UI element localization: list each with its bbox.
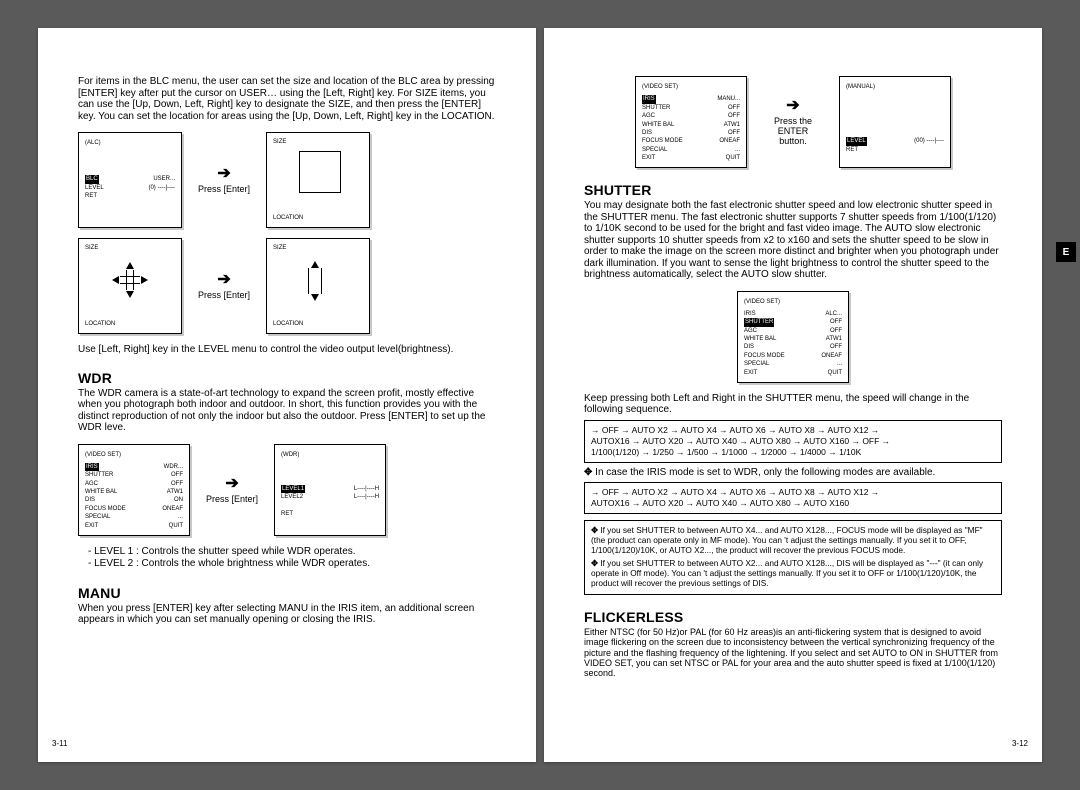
wdr-text: The WDR camera is a state-of-art technol… [78, 388, 496, 434]
page-left: For items in the BLC menu, the user can … [38, 28, 536, 762]
sequence-box-1: → OFF → AUTO X2 → AUTO X4 → AUTO X6 → AU… [584, 420, 1002, 463]
arrow-right-icon: ➔ [225, 476, 238, 492]
arrow-right-icon: ➔ [217, 166, 230, 182]
intro-text: For items in the BLC menu, the user can … [78, 76, 496, 122]
arrow-col-manual: ➔ Press the ENTER button. [763, 98, 823, 146]
wdr-title: WDR [78, 370, 496, 386]
shutter-text: You may designate both the fast electron… [584, 200, 1002, 281]
page-number: 3-11 [52, 739, 67, 748]
manu-text: When you press [ENTER] key after selecti… [78, 603, 496, 626]
alc-menu-box: (ALC) BLCUSER... LEVEL(0) ----|---- RET [78, 132, 182, 228]
wdr-mode-note: ✥ In case the IRIS mode is set to WDR, o… [584, 467, 1002, 479]
flickerless-title: FLICKERLESS [584, 609, 1002, 625]
figure-row-manual: (VIDEO SET) IRISMANU... SHUTTEROFF AGCOF… [584, 76, 1002, 168]
side-tab: E [1056, 242, 1076, 262]
wdr-level-list: LEVEL 1 : Controls the shutter speed whi… [88, 546, 496, 571]
size-box-3: SIZE LOCATION [266, 238, 370, 334]
wdr-menu-box: (WDR) LEVEL1L----|----H LEVEL2L----|----… [274, 444, 386, 536]
video-set-menu-box-c: (VIDEO SET) IRISALC... SHUTTEROFF AGCOFF… [737, 291, 849, 383]
figure-row-wdr: (VIDEO SET) IRISWDR... SHUTTEROFF AGCOFF… [78, 444, 496, 536]
size-box-2: SIZE LOCATION [78, 238, 182, 334]
arrow-right-icon: ➔ [786, 98, 799, 114]
video-set-menu-box: (VIDEO SET) IRISWDR... SHUTTEROFF AGCOFF… [78, 444, 190, 536]
arrow-col-2: ➔ Press [Enter] [198, 272, 250, 300]
seq-intro: Keep pressing both Left and Right in the… [584, 393, 1002, 416]
note-block: ✥ If you set SHUTTER to between AUTO X4.… [584, 520, 1002, 595]
arrow-col-wdr: ➔ Press [Enter] [206, 476, 258, 504]
arrow-col-1: ➔ Press [Enter] [198, 166, 250, 194]
manual-menu-box: (MANUAL) LEVEL(00) ----|---- RET [839, 76, 951, 168]
figure-row-shutter: (VIDEO SET) IRISALC... SHUTTEROFF AGCOFF… [584, 291, 1002, 383]
flickerless-text: Either NTSC (for 50 Hz)or PAL (for 60 Hz… [584, 627, 1002, 679]
page-right: (VIDEO SET) IRISMANU... SHUTTEROFF AGCOF… [544, 28, 1042, 762]
figure-row-2: SIZE LOCATION ➔ Press [Enter] SIZE [78, 238, 496, 334]
arrow-right-icon: ➔ [217, 272, 230, 288]
figure-row-1: (ALC) BLCUSER... LEVEL(0) ----|---- RET … [78, 132, 496, 228]
manu-title: MANU [78, 585, 496, 601]
sequence-box-2: → OFF → AUTO X2 → AUTO X4 → AUTO X6 → AU… [584, 482, 1002, 514]
page-number: 3-12 [1012, 739, 1028, 748]
level-note: Use [Left, Right] key in the LEVEL menu … [78, 344, 496, 356]
size-box-1: SIZE LOCATION [266, 132, 370, 228]
video-set-menu-box-b: (VIDEO SET) IRISMANU... SHUTTEROFF AGCOF… [635, 76, 747, 168]
direction-pad-icon [114, 264, 146, 296]
shutter-title: SHUTTER [584, 182, 1002, 198]
